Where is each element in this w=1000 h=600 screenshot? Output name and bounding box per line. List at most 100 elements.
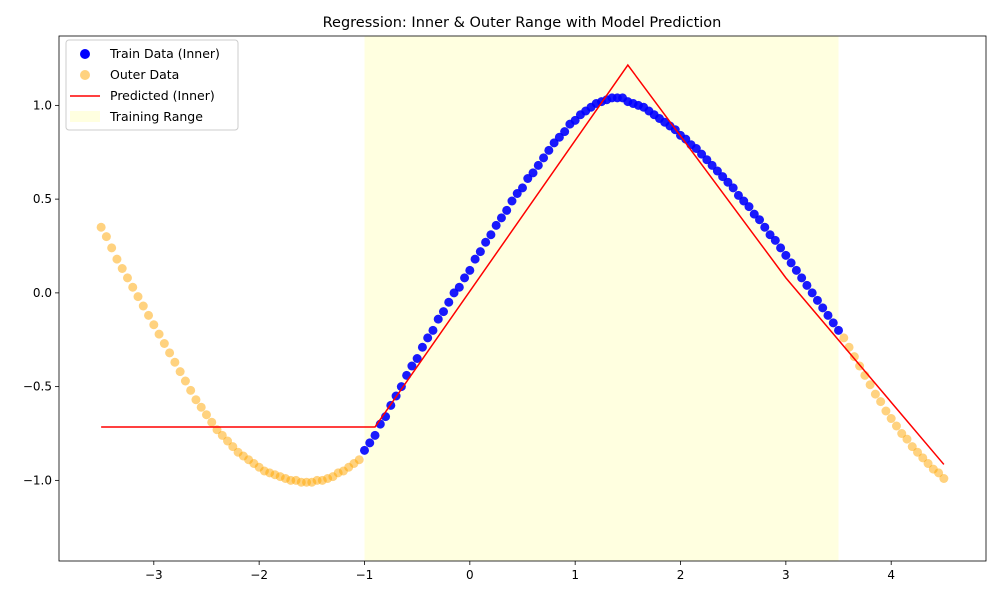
x-axis: −3 −2 −1 0 1 2 3 4 [145,561,895,582]
train-data-point [802,280,812,290]
outer-data-point [907,442,917,452]
train-data-point [496,213,506,223]
outer-data-point [228,442,238,452]
legend-label-training: Training Range [109,109,203,124]
train-data-point [502,205,512,215]
outer-data-point [870,389,880,399]
outer-data-point [201,410,211,420]
train-data-point [760,222,770,232]
x-tick-label: −1 [356,568,374,582]
train-data-point [549,138,559,148]
y-tick-label: −1.0 [23,473,52,487]
train-data-point [481,237,491,247]
train-data-point [818,303,828,313]
outer-data-point [122,273,132,283]
outer-data-point [107,243,117,253]
outer-data-point [913,447,923,457]
train-data-point [539,153,549,163]
y-axis: −1.0 −0.5 0.0 0.5 1.0 [23,98,59,487]
train-data-point [475,247,485,257]
train-data-point [765,230,775,240]
outer-data-point [918,453,928,463]
outer-data-point [897,429,907,438]
outer-data-point [180,376,190,386]
train-data-point [712,166,722,176]
train-data-point [412,354,422,363]
legend-marker-train [80,49,90,59]
outer-data-point [128,282,138,292]
legend-marker-outer [80,70,90,80]
outer-data-point [154,329,164,339]
plot-frame [58,35,987,562]
train-data-point [486,230,496,240]
train-data-point [749,209,759,219]
train-data-point [533,160,543,170]
train-data-point [718,172,728,182]
train-data-point [417,342,427,352]
outer-data-point [844,342,854,352]
legend-patch-training [70,111,100,122]
outer-data-point [354,455,364,465]
train-data-point [402,370,412,380]
y-tick-label: 0.0 [33,286,52,300]
train-data-point [560,127,570,137]
train-data-point [697,149,707,159]
train-data-point [702,155,712,165]
legend-box [65,39,239,131]
train-data-point [681,134,691,144]
train-data-point [544,145,554,155]
train-data-point [470,254,480,264]
y-tick-label: 1.0 [33,98,52,112]
train-data-point [460,273,470,283]
train-data-point [359,445,369,455]
outer-data-point [159,339,169,348]
train-data-point [707,160,717,170]
train-data-point [744,202,754,212]
outer-data-point [149,320,159,330]
train-data-point [523,174,533,183]
train-data-point [786,258,796,268]
train-data-point [797,273,807,283]
x-tick-label: −3 [145,568,163,582]
train-data-point [454,282,464,292]
train-data-point [755,215,765,225]
outer-data-point [191,395,201,405]
y-tick-label: −0.5 [23,380,52,394]
y-tick-label: 0.5 [33,192,52,206]
train-data-point [528,168,538,178]
train-data-point [554,132,564,142]
train-data-point [776,243,786,253]
train-data-point [433,314,443,324]
predicted-line [101,63,945,465]
outer-data-point [886,414,896,423]
outer-data-point [112,254,122,264]
train-data-point [770,235,780,245]
train-data-point [834,325,844,335]
outer-data-point [839,333,849,343]
x-tick-label: 2 [677,568,685,582]
train-data-point [512,189,522,198]
outer-data-point [207,417,217,427]
outer-data-points [96,222,949,487]
train-data-point [444,297,454,307]
outer-data-point [170,357,180,367]
legend-label-train: Train Data (Inner) [109,46,220,61]
train-data-point [407,361,417,371]
outer-data-point [196,402,206,412]
train-data-point [691,144,701,153]
legend: Train Data (Inner) Outer Data Predicted … [65,39,239,131]
train-data-point [518,183,527,193]
outer-data-point [223,436,233,446]
outer-data-point [939,474,949,483]
train-data-point [807,288,817,298]
x-tick-label: −2 [250,568,268,582]
train-data-point [733,190,743,200]
chart-title: Regression: Inner & Outer Range with Mod… [323,15,722,31]
train-data-point [449,288,459,298]
train-data-point [570,115,580,125]
x-tick-label: 0 [466,568,474,582]
train-data-point [423,333,433,343]
legend-label-outer: Outer Data [110,67,179,82]
train-data-point [438,307,448,317]
train-data-point [823,310,833,320]
